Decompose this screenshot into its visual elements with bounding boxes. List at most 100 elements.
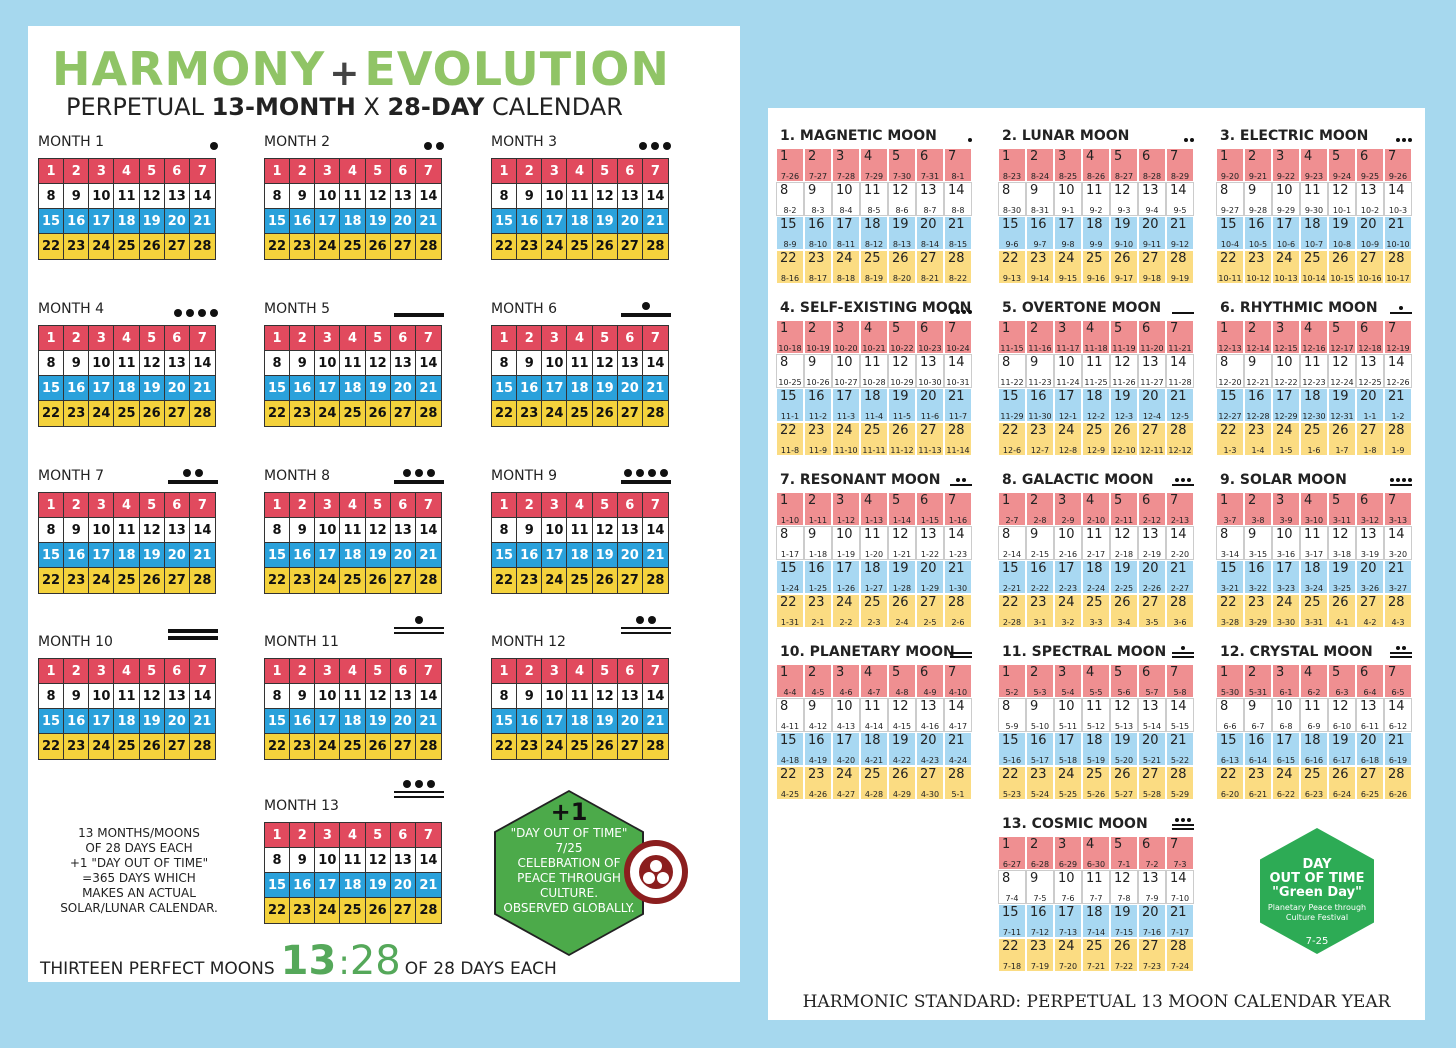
gregorian-date: 7-23 <box>1142 962 1162 971</box>
moon-day-number: 19 <box>892 217 909 232</box>
day-cell: 12 <box>365 848 391 873</box>
day-cell: 5 <box>139 159 165 184</box>
day-cell: 17 <box>542 543 568 568</box>
gregorian-date: 10-30 <box>918 378 942 387</box>
gregorian-date: 11-4 <box>864 412 884 421</box>
moon-day-cell: 24 4-27 <box>832 766 860 800</box>
moon-day-cell: 15 5-16 <box>998 732 1026 766</box>
gregorian-date: 11-20 <box>1140 344 1164 353</box>
moon-day-cell: 27 7-23 <box>1138 938 1166 972</box>
day-cell: 22 <box>39 734 65 759</box>
gregorian-date: 2-15 <box>1030 550 1050 559</box>
moon-day-cell: 17 2-23 <box>1054 560 1082 594</box>
moon-day-cell: 7 4-10 <box>944 664 972 698</box>
day-cell: 19 <box>592 543 618 568</box>
gregorian-date: 5-9 <box>1005 722 1019 731</box>
moon-day-number: 8 <box>1002 355 1011 370</box>
gregorian-date: 10-10 <box>1386 240 1410 249</box>
moon-day-number: 6 <box>1142 149 1151 164</box>
day-cell: 19 <box>139 709 165 734</box>
gregorian-date: 3-21 <box>1220 584 1240 593</box>
gregorian-date: 5-11 <box>1058 722 1078 731</box>
day-cell: 12 <box>139 518 165 543</box>
gregorian-date: 6-15 <box>1276 756 1296 765</box>
gregorian-date: 10-7 <box>1304 240 1324 249</box>
gregorian-date: 4-12 <box>808 722 828 731</box>
maya-numeral-icon <box>621 466 671 484</box>
day-cell: 27 <box>617 234 643 259</box>
day-cell: 20 <box>617 376 643 401</box>
moon-day-number: 6 <box>920 321 929 336</box>
day-cell: 18 <box>114 543 140 568</box>
month-day-grid: 1 2 3 4 5 6 7 8 9 10 11 12 13 14 15 16 17 18 19 20 21 22 23 24 2… <box>491 158 669 260</box>
day-cell: 16 <box>64 709 90 734</box>
moon-day-number: 9 <box>1248 355 1257 370</box>
moon-day-number: 21 <box>1170 389 1187 404</box>
moon-day-number: 25 <box>1304 595 1321 610</box>
moon-day-number: 5 <box>1332 149 1341 164</box>
day-cell: 11 <box>567 351 593 376</box>
moon-day-grid: 1 11-15 2 11-16 3 11-17 4 11-18 5 11-19 6 11-20 7 11-… <box>998 320 1194 456</box>
day-cell: 28 <box>189 234 215 259</box>
day-cell: 17 <box>315 873 341 898</box>
gregorian-date: 7-13 <box>1058 928 1078 937</box>
moon-title: 5. OVERTONE MOON <box>1002 300 1162 316</box>
gregorian-date: 10-11 <box>1218 274 1242 283</box>
moon-day-number: 23 <box>808 251 825 266</box>
moon-day-grid: 1 5-30 2 5-31 3 6-1 4 6-2 5 6-3 6 6-4 7 6-5 8 6-6 9 6-7 10… <box>1216 664 1412 800</box>
moon-day-number: 28 <box>1388 595 1405 610</box>
moon-day-number: 2 <box>808 665 817 680</box>
day-cell: 12 <box>139 184 165 209</box>
gregorian-date: 3-19 <box>1360 550 1380 559</box>
moon-day-number: 3 <box>1058 665 1067 680</box>
gregorian-date: 1-26 <box>836 584 856 593</box>
moon-day-cell: 28 5-29 <box>1166 766 1194 800</box>
day-cell: 22 <box>492 401 518 426</box>
day-cell: 26 <box>592 234 618 259</box>
gregorian-date: 5-20 <box>1114 756 1134 765</box>
moon-day-number: 13 <box>1142 699 1159 714</box>
gregorian-date: 5-29 <box>1170 790 1190 799</box>
moon-day-number: 13 <box>1142 183 1159 198</box>
moon-day-number: 7 <box>1388 665 1397 680</box>
gregorian-date: 2-19 <box>1142 550 1162 559</box>
moon-day-number: 12 <box>1332 355 1349 370</box>
moon-day-cell: 26 1-7 <box>1328 422 1356 456</box>
moon-day-cell: 26 11-12 <box>888 422 916 456</box>
moon-day-number: 2 <box>1248 493 1257 508</box>
gregorian-date: 10-26 <box>806 378 830 387</box>
moon-day-cell: 28 2-6 <box>944 594 972 628</box>
day-cell: 10 <box>89 684 115 709</box>
gregorian-date: 3-24 <box>1304 584 1324 593</box>
day-cell: 25 <box>567 734 593 759</box>
day-cell: 22 <box>265 734 291 759</box>
moon-day-number: 19 <box>1114 561 1131 576</box>
day-cell: 13 <box>390 684 416 709</box>
gregorian-date: 2-10 <box>1086 516 1106 525</box>
day-cell: 6 <box>617 493 643 518</box>
moon-day-number: 5 <box>1114 665 1123 680</box>
moon-day-number: 20 <box>1142 217 1159 232</box>
gregorian-date: 3-12 <box>1360 516 1380 525</box>
moon-day-number: 16 <box>1248 733 1265 748</box>
day-cell: 27 <box>164 234 190 259</box>
day-cell: 13 <box>617 351 643 376</box>
month-day-grid: 1 2 3 4 5 6 7 8 9 10 11 12 13 14 15 16 17 18 19 20 21 22 23 24 2… <box>38 492 216 594</box>
moon-day-cell: 10 7-6 <box>1054 870 1082 904</box>
day-cell: 15 <box>265 209 291 234</box>
moon-day-number: 9 <box>1248 699 1257 714</box>
day-cell: 1 <box>265 326 291 351</box>
day-cell: 24 <box>315 568 341 593</box>
moon-day-cell: 23 3-1 <box>1026 594 1054 628</box>
gregorian-date: 1-2 <box>1391 412 1405 421</box>
day-cell: 16 <box>517 376 543 401</box>
moon-day-number: 27 <box>920 767 937 782</box>
moon-day-number: 13 <box>1360 527 1377 542</box>
moon-day-cell: 20 11-6 <box>916 388 944 422</box>
gregorian-date: 10-24 <box>946 344 970 353</box>
day-cell: 20 <box>164 709 190 734</box>
gregorian-date: 8-5 <box>867 206 881 215</box>
moon-day-number: 16 <box>1248 389 1265 404</box>
day-cell: 11 <box>340 518 366 543</box>
gregorian-date: 7-11 <box>1002 928 1022 937</box>
